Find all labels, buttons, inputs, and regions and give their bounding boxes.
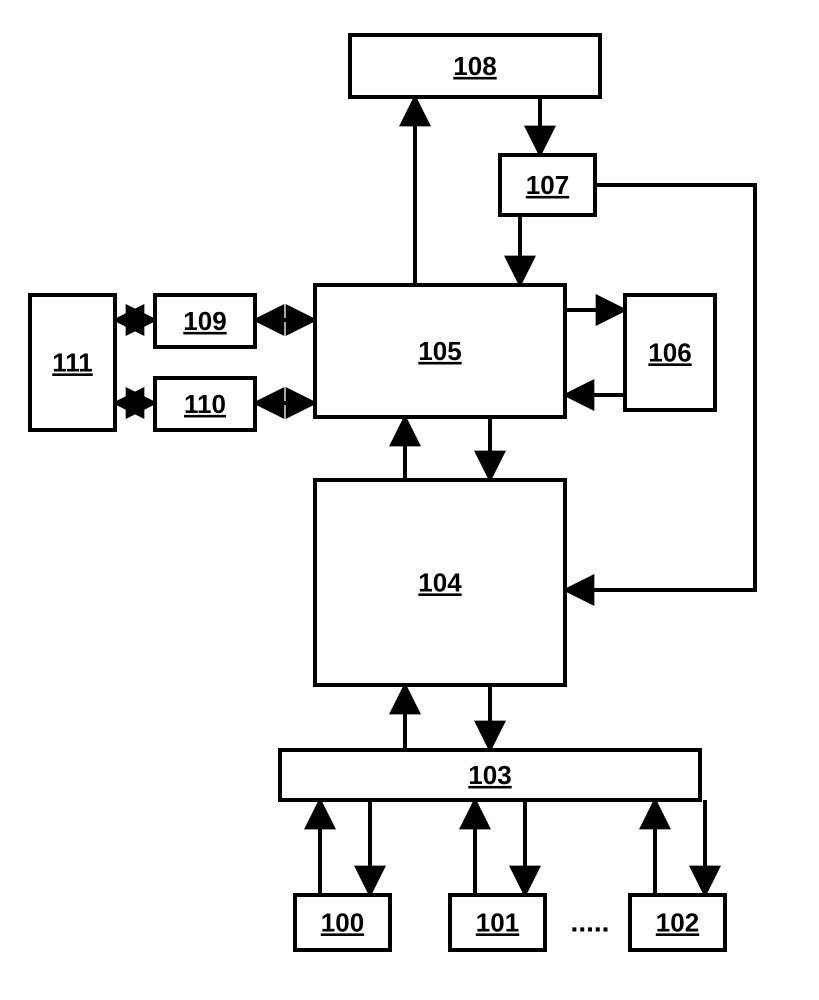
block-label-110: 110 xyxy=(184,389,226,419)
nodes-layer: 108 107 105 106 109 110 111 104 103 100 101 102....… xyxy=(30,35,725,950)
block-label-108: 108 xyxy=(453,51,496,81)
block-label-105: 105 xyxy=(418,336,461,366)
block-label-109: 109 xyxy=(183,306,226,336)
block-label-104: 104 xyxy=(418,567,462,597)
block-label-106: 106 xyxy=(648,337,691,367)
block-label-100: 100 xyxy=(321,907,364,937)
block-label-102: 102 xyxy=(656,907,699,937)
block-label-101: 101 xyxy=(476,907,519,937)
block-label-111: 111 xyxy=(52,347,93,377)
block-label-107: 107 xyxy=(526,170,569,200)
block-label-103: 103 xyxy=(468,760,511,790)
ellipsis: ..... xyxy=(571,906,610,937)
